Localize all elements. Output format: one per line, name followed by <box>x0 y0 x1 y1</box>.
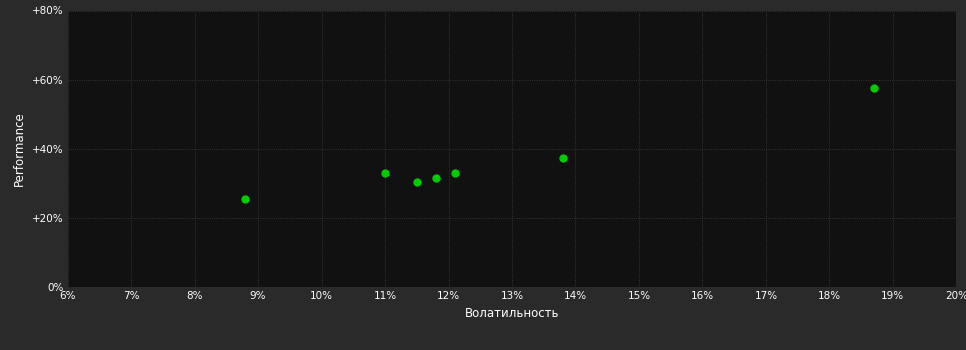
Point <box>409 179 424 184</box>
X-axis label: Волатильность: Волатильность <box>465 307 559 320</box>
Point <box>867 85 882 91</box>
Point <box>428 175 443 181</box>
Point <box>378 170 393 176</box>
Point <box>447 170 463 176</box>
Point <box>555 155 571 161</box>
Y-axis label: Performance: Performance <box>14 111 26 186</box>
Point <box>238 196 253 202</box>
